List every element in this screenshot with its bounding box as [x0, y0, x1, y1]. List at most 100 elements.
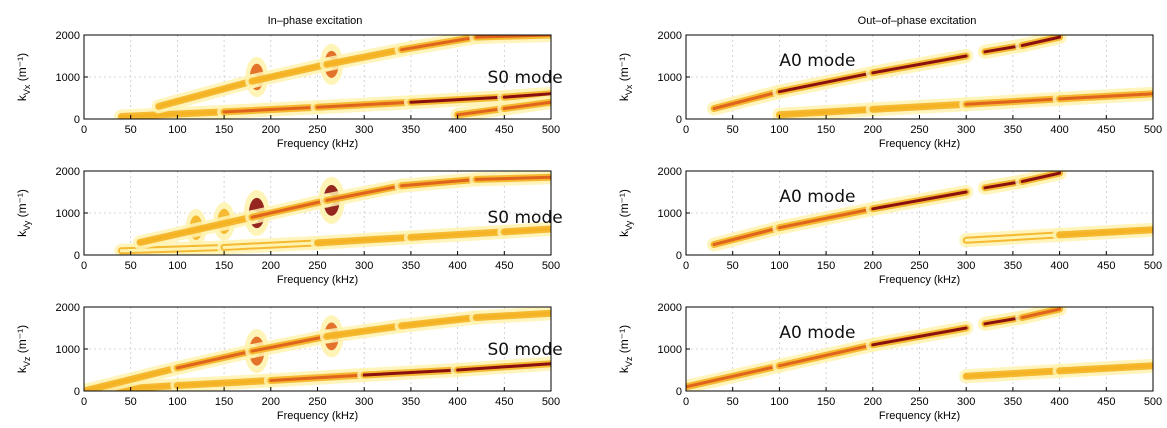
x-tick-label: 500	[1144, 396, 1162, 408]
y-tick-label: 2000	[56, 166, 80, 178]
series-line	[1058, 228, 1153, 237]
series-line	[400, 177, 478, 188]
x-tick-label: 450	[1097, 124, 1115, 136]
mode-label: S0 mode	[487, 340, 562, 360]
x-tick-label: 300	[355, 396, 373, 408]
series-line	[84, 366, 179, 391]
series-line	[502, 92, 551, 99]
x-axis-label: Frequency (kHz)	[879, 274, 960, 286]
series-line	[1020, 171, 1062, 183]
series-line	[250, 62, 329, 83]
x-tick-label: 100	[168, 260, 186, 272]
series-line	[1058, 92, 1153, 101]
series-line	[175, 349, 254, 370]
data-layer	[114, 171, 551, 255]
x-tick-label: 400	[448, 260, 466, 272]
x-tick-label: 50	[727, 260, 739, 272]
x-tick-label: 250	[308, 260, 326, 272]
y-tick-label: 2000	[658, 30, 682, 42]
x-tick-label: 50	[727, 124, 739, 136]
x-axis-label: Frequency (kHz)	[277, 138, 358, 150]
x-tick-label: 100	[770, 124, 788, 136]
x-tick-label: 400	[448, 396, 466, 408]
y-tick-label: 2000	[56, 30, 80, 42]
y-axis-label-unit: (m⁻¹)	[617, 325, 631, 357]
x-tick-label: 0	[81, 396, 87, 408]
mode-label: A0 mode	[779, 323, 855, 343]
mode-label: A0 mode	[779, 51, 855, 71]
series-line	[1058, 364, 1153, 373]
data-layer	[114, 35, 551, 119]
y-tick-label: 0	[676, 250, 682, 262]
series-line	[964, 369, 1062, 378]
y-axis-label: kVy (m⁻¹)	[617, 189, 634, 237]
y-axis-label-unit: (m⁻¹)	[617, 53, 631, 85]
x-tick-label: 400	[1050, 396, 1068, 408]
x-tick-label: 350	[1004, 396, 1022, 408]
series-line	[456, 362, 551, 372]
x-tick-label: 0	[683, 396, 689, 408]
series-line	[871, 190, 968, 211]
y-tick-label: 0	[676, 114, 682, 126]
y-tick-label: 0	[676, 386, 682, 398]
mode-label: S0 mode	[487, 208, 562, 228]
y-axis-label-unit: (m⁻¹)	[15, 53, 29, 85]
x-tick-label: 100	[168, 396, 186, 408]
x-axis-label: Frequency (kHz)	[879, 410, 960, 422]
y-tick-label: 2000	[658, 166, 682, 178]
x-tick-label: 350	[402, 396, 420, 408]
x-tick-label: 400	[1050, 124, 1068, 136]
panel-vz-2: S0 mode 0 50 100 150 200 250 300 350 400 450 500 0 10…	[15, 302, 563, 422]
series-line	[686, 364, 781, 389]
x-tick-label: 300	[957, 396, 975, 408]
x-tick-label: 300	[957, 124, 975, 136]
x-tick-label: 200	[262, 396, 280, 408]
x-tick-label: 500	[1144, 124, 1162, 136]
series-line	[222, 241, 319, 249]
panel-vx-0: S0 mode 0 50 100 150 200 250 300 350 400 450 500 0 10…	[15, 30, 563, 150]
y-axis-label: kVx (m⁻¹)	[15, 53, 32, 101]
x-tick-label: 350	[1004, 124, 1022, 136]
panel-vy-4: A0 mode 0 50 100 150 200 250 300 350 400 450 500 0 10…	[617, 166, 1162, 286]
y-axis-label: kVz (m⁻¹)	[15, 325, 32, 373]
x-axis-label: Frequency (kHz)	[277, 410, 358, 422]
series-line	[871, 326, 968, 347]
x-tick-label: 50	[727, 396, 739, 408]
series-line	[409, 230, 506, 239]
x-tick-label: 200	[864, 124, 882, 136]
x-tick-label: 450	[1097, 260, 1115, 272]
x-tick-label: 0	[81, 124, 87, 136]
y-axis-label-sub: Vx	[22, 84, 32, 95]
y-tick-label: 1000	[56, 344, 80, 356]
mode-label: S0 mode	[487, 68, 562, 88]
panel-vx-3: A0 mode 0 50 100 150 200 250 300 350 400 450 500 0 10…	[617, 30, 1162, 150]
x-tick-label: 500	[542, 260, 560, 272]
data-layer	[707, 171, 1153, 252]
x-tick-label: 0	[683, 260, 689, 272]
series-line	[777, 343, 875, 368]
series-line	[712, 90, 781, 110]
y-tick-label: 1000	[56, 72, 80, 84]
series-line	[474, 175, 551, 181]
y-axis-label: kVy (m⁻¹)	[15, 189, 32, 237]
series-line	[250, 198, 329, 219]
x-tick-label: 250	[308, 124, 326, 136]
series-line	[777, 107, 875, 117]
x-tick-label: 300	[355, 124, 373, 136]
x-tick-label: 400	[1050, 260, 1068, 272]
y-axis-label-sub: Vz	[22, 356, 32, 367]
series-line	[362, 368, 460, 377]
y-axis-label-sub: Vy	[22, 220, 32, 231]
series-line	[871, 102, 968, 111]
x-tick-label: 0	[683, 124, 689, 136]
x-tick-label: 450	[495, 396, 513, 408]
x-tick-label: 150	[215, 260, 233, 272]
data-layer	[84, 307, 551, 391]
y-axis-label: kVz (m⁻¹)	[617, 325, 634, 373]
mode-label: A0 mode	[779, 187, 855, 207]
x-tick-label: 300	[957, 260, 975, 272]
x-tick-label: 100	[770, 260, 788, 272]
series-line	[222, 105, 319, 114]
x-tick-label: 200	[864, 260, 882, 272]
